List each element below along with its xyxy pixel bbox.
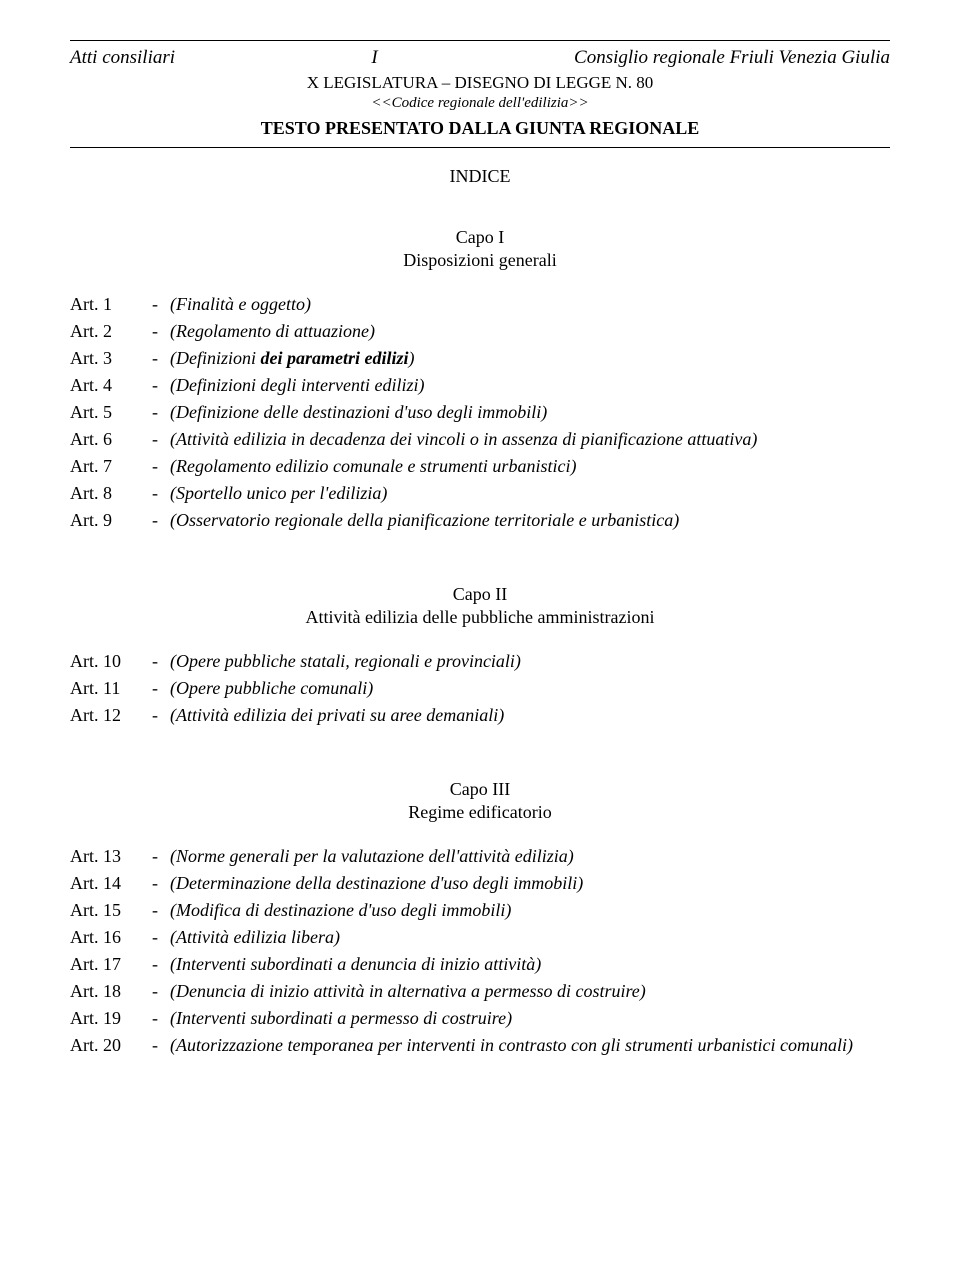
article-row: Art. 10-(Opere pubbliche statali, region… — [70, 648, 890, 675]
article-desc: (Norme generali per la valutazione dell'… — [170, 843, 890, 870]
capo2-articles: Art. 10-(Opere pubbliche statali, region… — [70, 648, 890, 729]
article-row: Art. 11-(Opere pubbliche comunali) — [70, 675, 890, 702]
article-desc: (Osservatorio regionale della pianificaz… — [170, 507, 890, 534]
article-row: Art. 12-(Attività edilizia dei privati s… — [70, 702, 890, 729]
header-sub2: <<Codice regionale dell'edilizia>> — [70, 95, 890, 112]
article-dash: - — [140, 702, 170, 729]
article-number: Art. 3 — [70, 345, 140, 372]
article-desc: (Attività edilizia in decadenza dei vinc… — [170, 426, 890, 453]
article-desc: (Interventi subordinati a permesso di co… — [170, 1005, 890, 1032]
article-desc: (Definizioni degli interventi edilizi) — [170, 372, 890, 399]
article-desc: (Autorizzazione temporanea per intervent… — [170, 1032, 890, 1059]
article-dash: - — [140, 291, 170, 318]
header-row: Atti consiliari I Consiglio regionale Fr… — [70, 47, 890, 69]
capo1-title: Capo I — [70, 227, 890, 248]
article-desc: (Finalità e oggetto) — [170, 291, 890, 318]
article-row: Art. 6-(Attività edilizia in decadenza d… — [70, 426, 890, 453]
capo2-subtitle: Attività edilizia delle pubbliche ammini… — [70, 607, 890, 628]
capo3-articles: Art. 13-(Norme generali per la valutazio… — [70, 843, 890, 1059]
article-desc: (Regolamento edilizio comunale e strumen… — [170, 453, 890, 480]
article-dash: - — [140, 843, 170, 870]
article-desc: (Modifica di destinazione d'uso degli im… — [170, 897, 890, 924]
article-dash: - — [140, 978, 170, 1005]
article-dash: - — [140, 675, 170, 702]
capo1-subtitle: Disposizioni generali — [70, 250, 890, 271]
indice-title: INDICE — [70, 166, 890, 187]
article-number: Art. 10 — [70, 648, 140, 675]
article-dash: - — [140, 870, 170, 897]
article-desc: (Sportello unico per l'edilizia) — [170, 480, 890, 507]
article-desc: (Attività edilizia libera) — [170, 924, 890, 951]
article-row: Art. 1-(Finalità e oggetto) — [70, 291, 890, 318]
header-testo: TESTO PRESENTATO DALLA GIUNTA REGIONALE — [70, 118, 890, 148]
article-number: Art. 4 — [70, 372, 140, 399]
article-number: Art. 11 — [70, 675, 140, 702]
article-desc: (Definizione delle destinazioni d'uso de… — [170, 399, 890, 426]
article-dash: - — [140, 372, 170, 399]
article-row: Art. 9-(Osservatorio regionale della pia… — [70, 507, 890, 534]
article-row: Art. 13-(Norme generali per la valutazio… — [70, 843, 890, 870]
capo2-title: Capo II — [70, 584, 890, 605]
article-row: Art. 14-(Determinazione della destinazio… — [70, 870, 890, 897]
article-number: Art. 18 — [70, 978, 140, 1005]
article-dash: - — [140, 1005, 170, 1032]
header-sub1: X LEGISLATURA – DISEGNO DI LEGGE N. 80 — [70, 73, 890, 93]
article-number: Art. 20 — [70, 1032, 140, 1059]
article-number: Art. 19 — [70, 1005, 140, 1032]
article-row: Art. 16-(Attività edilizia libera) — [70, 924, 890, 951]
article-row: Art. 7-(Regolamento edilizio comunale e … — [70, 453, 890, 480]
article-dash: - — [140, 399, 170, 426]
article-row: Art. 18-(Denuncia di inizio attività in … — [70, 978, 890, 1005]
article-dash: - — [140, 507, 170, 534]
header-left: Atti consiliari — [70, 47, 175, 69]
article-number: Art. 8 — [70, 480, 140, 507]
article-dash: - — [140, 951, 170, 978]
header-center: I — [371, 47, 377, 69]
article-dash: - — [140, 648, 170, 675]
article-desc: (Opere pubbliche statali, regionali e pr… — [170, 648, 890, 675]
article-number: Art. 7 — [70, 453, 140, 480]
article-dash: - — [140, 480, 170, 507]
article-desc: (Regolamento di attuazione) — [170, 318, 890, 345]
article-row: Art. 19-(Interventi subordinati a permes… — [70, 1005, 890, 1032]
article-dash: - — [140, 426, 170, 453]
article-dash: - — [140, 924, 170, 951]
article-number: Art. 2 — [70, 318, 140, 345]
article-number: Art. 17 — [70, 951, 140, 978]
article-desc: (Denuncia di inizio attività in alternat… — [170, 978, 890, 1005]
article-number: Art. 16 — [70, 924, 140, 951]
capo3-title: Capo III — [70, 779, 890, 800]
article-row: Art. 5-(Definizione delle destinazioni d… — [70, 399, 890, 426]
article-number: Art. 14 — [70, 870, 140, 897]
capo3-subtitle: Regime edificatorio — [70, 802, 890, 823]
article-row: Art. 15-(Modifica di destinazione d'uso … — [70, 897, 890, 924]
article-row: Art. 8-(Sportello unico per l'edilizia) — [70, 480, 890, 507]
article-dash: - — [140, 345, 170, 372]
article-desc: (Interventi subordinati a denuncia di in… — [170, 951, 890, 978]
article-row: Art. 17-(Interventi subordinati a denunc… — [70, 951, 890, 978]
article-number: Art. 6 — [70, 426, 140, 453]
header-right: Consiglio regionale Friuli Venezia Giuli… — [574, 47, 890, 69]
article-row: Art. 4-(Definizioni degli interventi edi… — [70, 372, 890, 399]
article-desc: (Attività edilizia dei privati su aree d… — [170, 702, 890, 729]
article-number: Art. 12 — [70, 702, 140, 729]
article-dash: - — [140, 1032, 170, 1059]
article-number: Art. 13 — [70, 843, 140, 870]
article-number: Art. 9 — [70, 507, 140, 534]
article-row: Art. 20-(Autorizzazione temporanea per i… — [70, 1032, 890, 1059]
article-dash: - — [140, 318, 170, 345]
capo1-articles: Art. 1-(Finalità e oggetto)Art. 2-(Regol… — [70, 291, 890, 534]
article-desc: (Opere pubbliche comunali) — [170, 675, 890, 702]
article-row: Art. 2-(Regolamento di attuazione) — [70, 318, 890, 345]
article-number: Art. 1 — [70, 291, 140, 318]
article-number: Art. 15 — [70, 897, 140, 924]
article-desc: (Definizioni dei parametri edilizi) — [170, 345, 890, 372]
article-desc: (Determinazione della destinazione d'uso… — [170, 870, 890, 897]
article-dash: - — [140, 897, 170, 924]
article-number: Art. 5 — [70, 399, 140, 426]
article-dash: - — [140, 453, 170, 480]
article-row: Art. 3-(Definizioni dei parametri ediliz… — [70, 345, 890, 372]
